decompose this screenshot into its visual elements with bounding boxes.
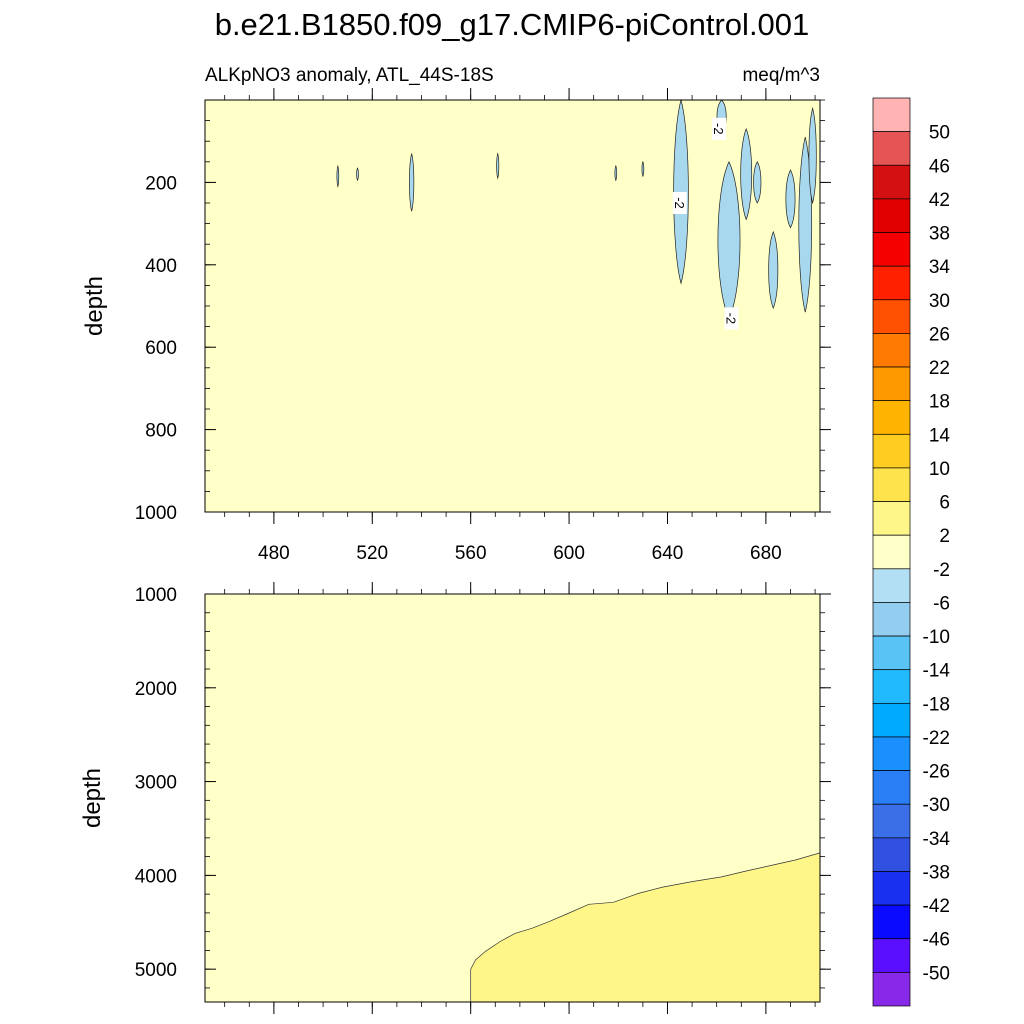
lower-y-axis-label: depth: [79, 768, 106, 828]
contour-label-1: -2: [672, 192, 687, 214]
upper-panel-background: [205, 100, 820, 512]
svg-text:-2: -2: [723, 313, 738, 325]
colorbar-label: 50: [929, 123, 950, 144]
lower-panel-y-tick-label: 5000: [135, 960, 177, 981]
colorbar: 50 46 42 38 34 30 26 22 18 14 10 6 2 -2 -6 -10 -14 -18 -22…: [872, 97, 951, 1007]
colorbar-swatch-25: [872, 938, 911, 973]
colorbar-label: -38: [923, 862, 950, 883]
upper-panel-x-tick-label: 680: [750, 543, 782, 564]
lower-panel-frame: [204, 593, 821, 1003]
contour-label-2: -2: [723, 307, 739, 330]
colorbar-swatch-24: [872, 904, 911, 940]
units-label: meq/m^3: [742, 65, 820, 86]
upper-panel-y-tick-label: 800: [145, 421, 177, 442]
upper-panel-x-tick-label: 640: [652, 543, 684, 564]
colorbar-swatch-11: [872, 467, 911, 502]
colorbar-swatch-3: [872, 198, 911, 233]
svg-text:-2: -2: [711, 123, 726, 135]
upper-panel-x-tick-label: 560: [455, 543, 487, 564]
negative-anomaly-region-3: [740, 127, 753, 221]
negative-anomaly-region-13: [641, 160, 645, 178]
colorbar-label: 18: [929, 392, 950, 413]
colorbar-label: -22: [923, 728, 950, 749]
colorbar-swatch-9: [872, 400, 911, 435]
negative-anomaly-region-8: [808, 106, 817, 205]
colorbar-label: 34: [929, 257, 951, 278]
colorbar-label: -26: [923, 762, 950, 783]
colorbar-label: -6: [933, 593, 950, 614]
lower-panel-y-tick-label: 4000: [135, 866, 177, 887]
colorbar-label: -18: [923, 694, 950, 715]
colorbar-swatch-4: [872, 232, 911, 267]
negative-anomaly-region-6: [785, 169, 796, 229]
negative-anomaly-region-10: [496, 152, 500, 180]
colorbar-label: -50: [923, 963, 950, 984]
colorbar-swatch-19: [872, 736, 911, 771]
chart-title: b.e21.B1850.f09_g17.CMIP6-piControl.001: [215, 7, 810, 42]
colorbar-label: 2: [939, 526, 950, 547]
colorbar-label: 42: [929, 190, 950, 211]
colorbar-label: 6: [939, 493, 950, 514]
chart-subtitle-left: ALKpNO3 anomaly, ATL_44S-18S: [205, 65, 494, 86]
colorbar-label: 46: [929, 156, 950, 177]
colorbar-label: -14: [923, 661, 951, 682]
negative-anomaly-region-4: [753, 161, 762, 204]
contour-label-0: -2: [711, 117, 727, 140]
colorbar-label: 30: [929, 291, 950, 312]
colorbar-label: -34: [923, 829, 951, 850]
upper-panel-x-tick-label: 480: [258, 543, 290, 564]
colorbar-swatch-2: [872, 164, 911, 200]
svg-text:-2: -2: [672, 197, 687, 209]
upper-panel-y-tick-label: 400: [145, 256, 177, 277]
colorbar-swatch-18: [872, 702, 911, 738]
colorbar-swatch-1: [872, 131, 911, 166]
colorbar-swatch-13: [872, 534, 911, 570]
colorbar-label: 10: [929, 459, 950, 480]
colorbar-label: -2: [933, 560, 950, 581]
lower-panel-y-tick-label: 1000: [135, 585, 177, 606]
colorbar-swatch-10: [872, 433, 911, 469]
colorbar-swatch-12: [872, 501, 911, 536]
colorbar-swatch-5: [872, 265, 911, 301]
negative-anomaly-region-5: [768, 230, 779, 309]
upper-depth-panel: -2 -2 -2 200 400 600 800 1000 480 520 560 600 640 680: [135, 88, 831, 564]
upper-panel-y-tick-label: 600: [145, 338, 177, 359]
colorbar-swatch-14: [872, 568, 911, 603]
colorbar-swatch-21: [872, 803, 911, 839]
upper-y-axis-label: depth: [81, 276, 108, 336]
colorbar-label: -10: [923, 627, 950, 648]
colorbar-label: -46: [923, 930, 950, 951]
lower-depth-panel: 1000 2000 3000 4000 5000: [135, 582, 831, 1014]
lower-panel-y-tick-label: 3000: [135, 773, 177, 794]
upper-panel-y-tick-label: 1000: [135, 503, 177, 524]
colorbar-swatch-26: [872, 972, 911, 1007]
colorbar-swatch-6: [872, 299, 911, 334]
colorbar-label: 22: [929, 358, 950, 379]
negative-anomaly-region-9: [409, 153, 415, 212]
colorbar-swatch-17: [872, 669, 911, 704]
positive-anomaly-region: [470, 852, 821, 1003]
colorbar-label: 26: [929, 324, 950, 345]
negative-anomaly-region-12: [614, 165, 618, 182]
colorbar-swatch-15: [872, 602, 911, 637]
negative-anomaly-region-14: [356, 167, 359, 182]
colorbar-swatch-22: [872, 837, 911, 872]
lower-panel-y-tick-label: 2000: [135, 679, 177, 700]
negative-anomaly-region-11: [336, 164, 340, 188]
colorbar-swatch-23: [872, 871, 911, 906]
colorbar-label: 14: [929, 425, 951, 446]
colorbar-swatch-16: [872, 635, 911, 671]
negative-anomaly-region-0: [673, 98, 689, 285]
upper-panel-x-tick-label: 600: [553, 543, 585, 564]
colorbar-swatch-0: [872, 97, 911, 132]
upper-panel-x-tick-label: 520: [356, 543, 388, 564]
colorbar-swatch-7: [872, 333, 911, 368]
colorbar-label: -30: [923, 795, 950, 816]
colorbar-label: -42: [923, 896, 950, 917]
colorbar-swatch-8: [872, 366, 911, 402]
upper-panel-y-tick-label: 200: [145, 173, 177, 194]
colorbar-label: 38: [929, 224, 950, 245]
colorbar-swatch-20: [872, 770, 911, 805]
